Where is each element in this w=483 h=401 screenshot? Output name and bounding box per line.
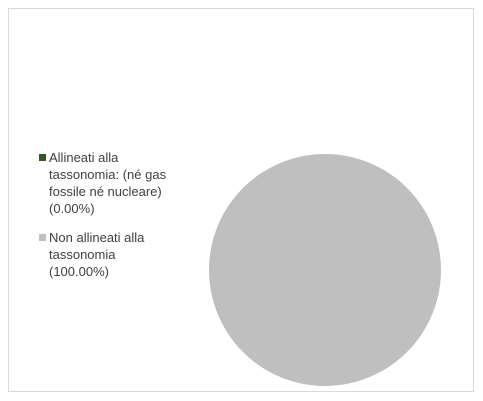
legend-swatch-not-aligned (39, 234, 46, 241)
pie-chart (209, 154, 441, 386)
legend-label-aligned: Allineati alla tassonomia: (né gas fossi… (49, 150, 167, 216)
legend-label-not-aligned: Non allineati alla tassonomia (100.00%) (49, 230, 145, 279)
legend: Allineati alla tassonomia: (né gas fossi… (39, 149, 199, 292)
pie-slice-not-aligned (209, 154, 441, 386)
legend-swatch-aligned (39, 154, 46, 161)
legend-item-aligned: Allineati alla tassonomia: (né gas fossi… (39, 149, 199, 217)
legend-item-not-aligned: Non allineati alla tassonomia (100.00%) (39, 229, 199, 280)
